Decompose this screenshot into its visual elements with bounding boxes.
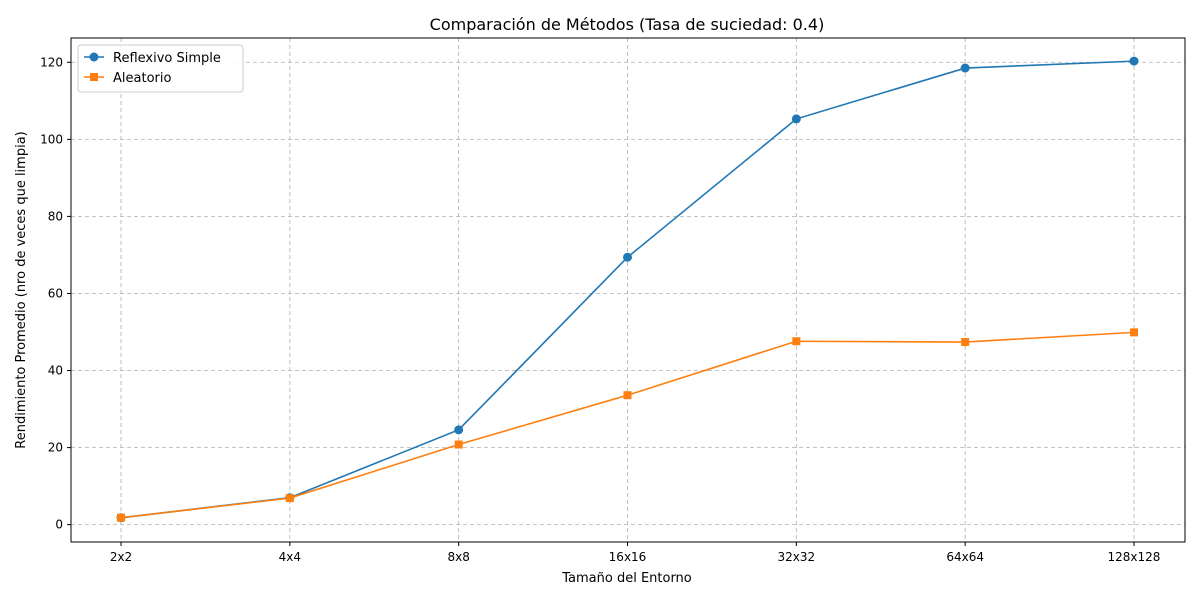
data-point	[1129, 56, 1139, 66]
y-tick-label: 120	[40, 55, 63, 69]
data-point	[454, 440, 463, 449]
series-layer	[116, 56, 1139, 523]
legend-label: Reflexivo Simple	[113, 51, 221, 66]
x-tick-label: 16x16	[609, 550, 647, 564]
y-tick-label: 100	[40, 132, 63, 146]
legend-marker	[89, 52, 99, 62]
legend-marker	[90, 73, 98, 81]
legend: Reflexivo Simple Aleatorio	[77, 44, 244, 93]
x-tick-label: 8x8	[447, 550, 469, 564]
data-point	[1130, 328, 1138, 337]
data-point	[623, 391, 632, 400]
x-tick-label: 2x2	[110, 550, 132, 564]
chart-title: Comparación de Métodos (Tasa de suciedad…	[430, 15, 825, 34]
legend-label: Aleatorio	[113, 71, 171, 86]
data-point	[792, 337, 801, 346]
y-tick-label: 40	[48, 364, 63, 378]
grid	[71, 38, 1185, 542]
x-axis-title: Tamaño del Entorno	[561, 571, 692, 586]
x-tick-label: 64x64	[946, 550, 984, 564]
data-point	[285, 494, 294, 503]
legend-item: Reflexivo Simple	[84, 51, 221, 66]
data-point	[454, 425, 464, 435]
legend-box	[77, 44, 244, 93]
y-tick-label: 60	[48, 286, 63, 300]
data-point	[117, 513, 125, 522]
data-point	[961, 338, 970, 347]
y-tick-label: 0	[55, 518, 63, 532]
y-tick-label: 80	[48, 209, 63, 223]
x-tick-label: 128x128	[1108, 550, 1161, 564]
axis-ticks: 2x2 4x4 8x8 16x16 32x32 64x64 128x128 0 20 40 60 80…	[40, 55, 1160, 564]
y-axis-title: Rendimiento Promedio (nro de veces que l…	[14, 131, 29, 448]
data-point	[623, 252, 632, 262]
x-tick-label: 32x32	[778, 550, 816, 564]
data-point	[791, 114, 801, 124]
x-tick-label: 4x4	[279, 550, 301, 564]
plot-frame	[70, 37, 1186, 543]
y-tick-label: 20	[48, 441, 63, 455]
data-point	[960, 63, 970, 73]
legend-item: Aleatorio	[84, 71, 171, 86]
series-2	[117, 328, 1138, 522]
